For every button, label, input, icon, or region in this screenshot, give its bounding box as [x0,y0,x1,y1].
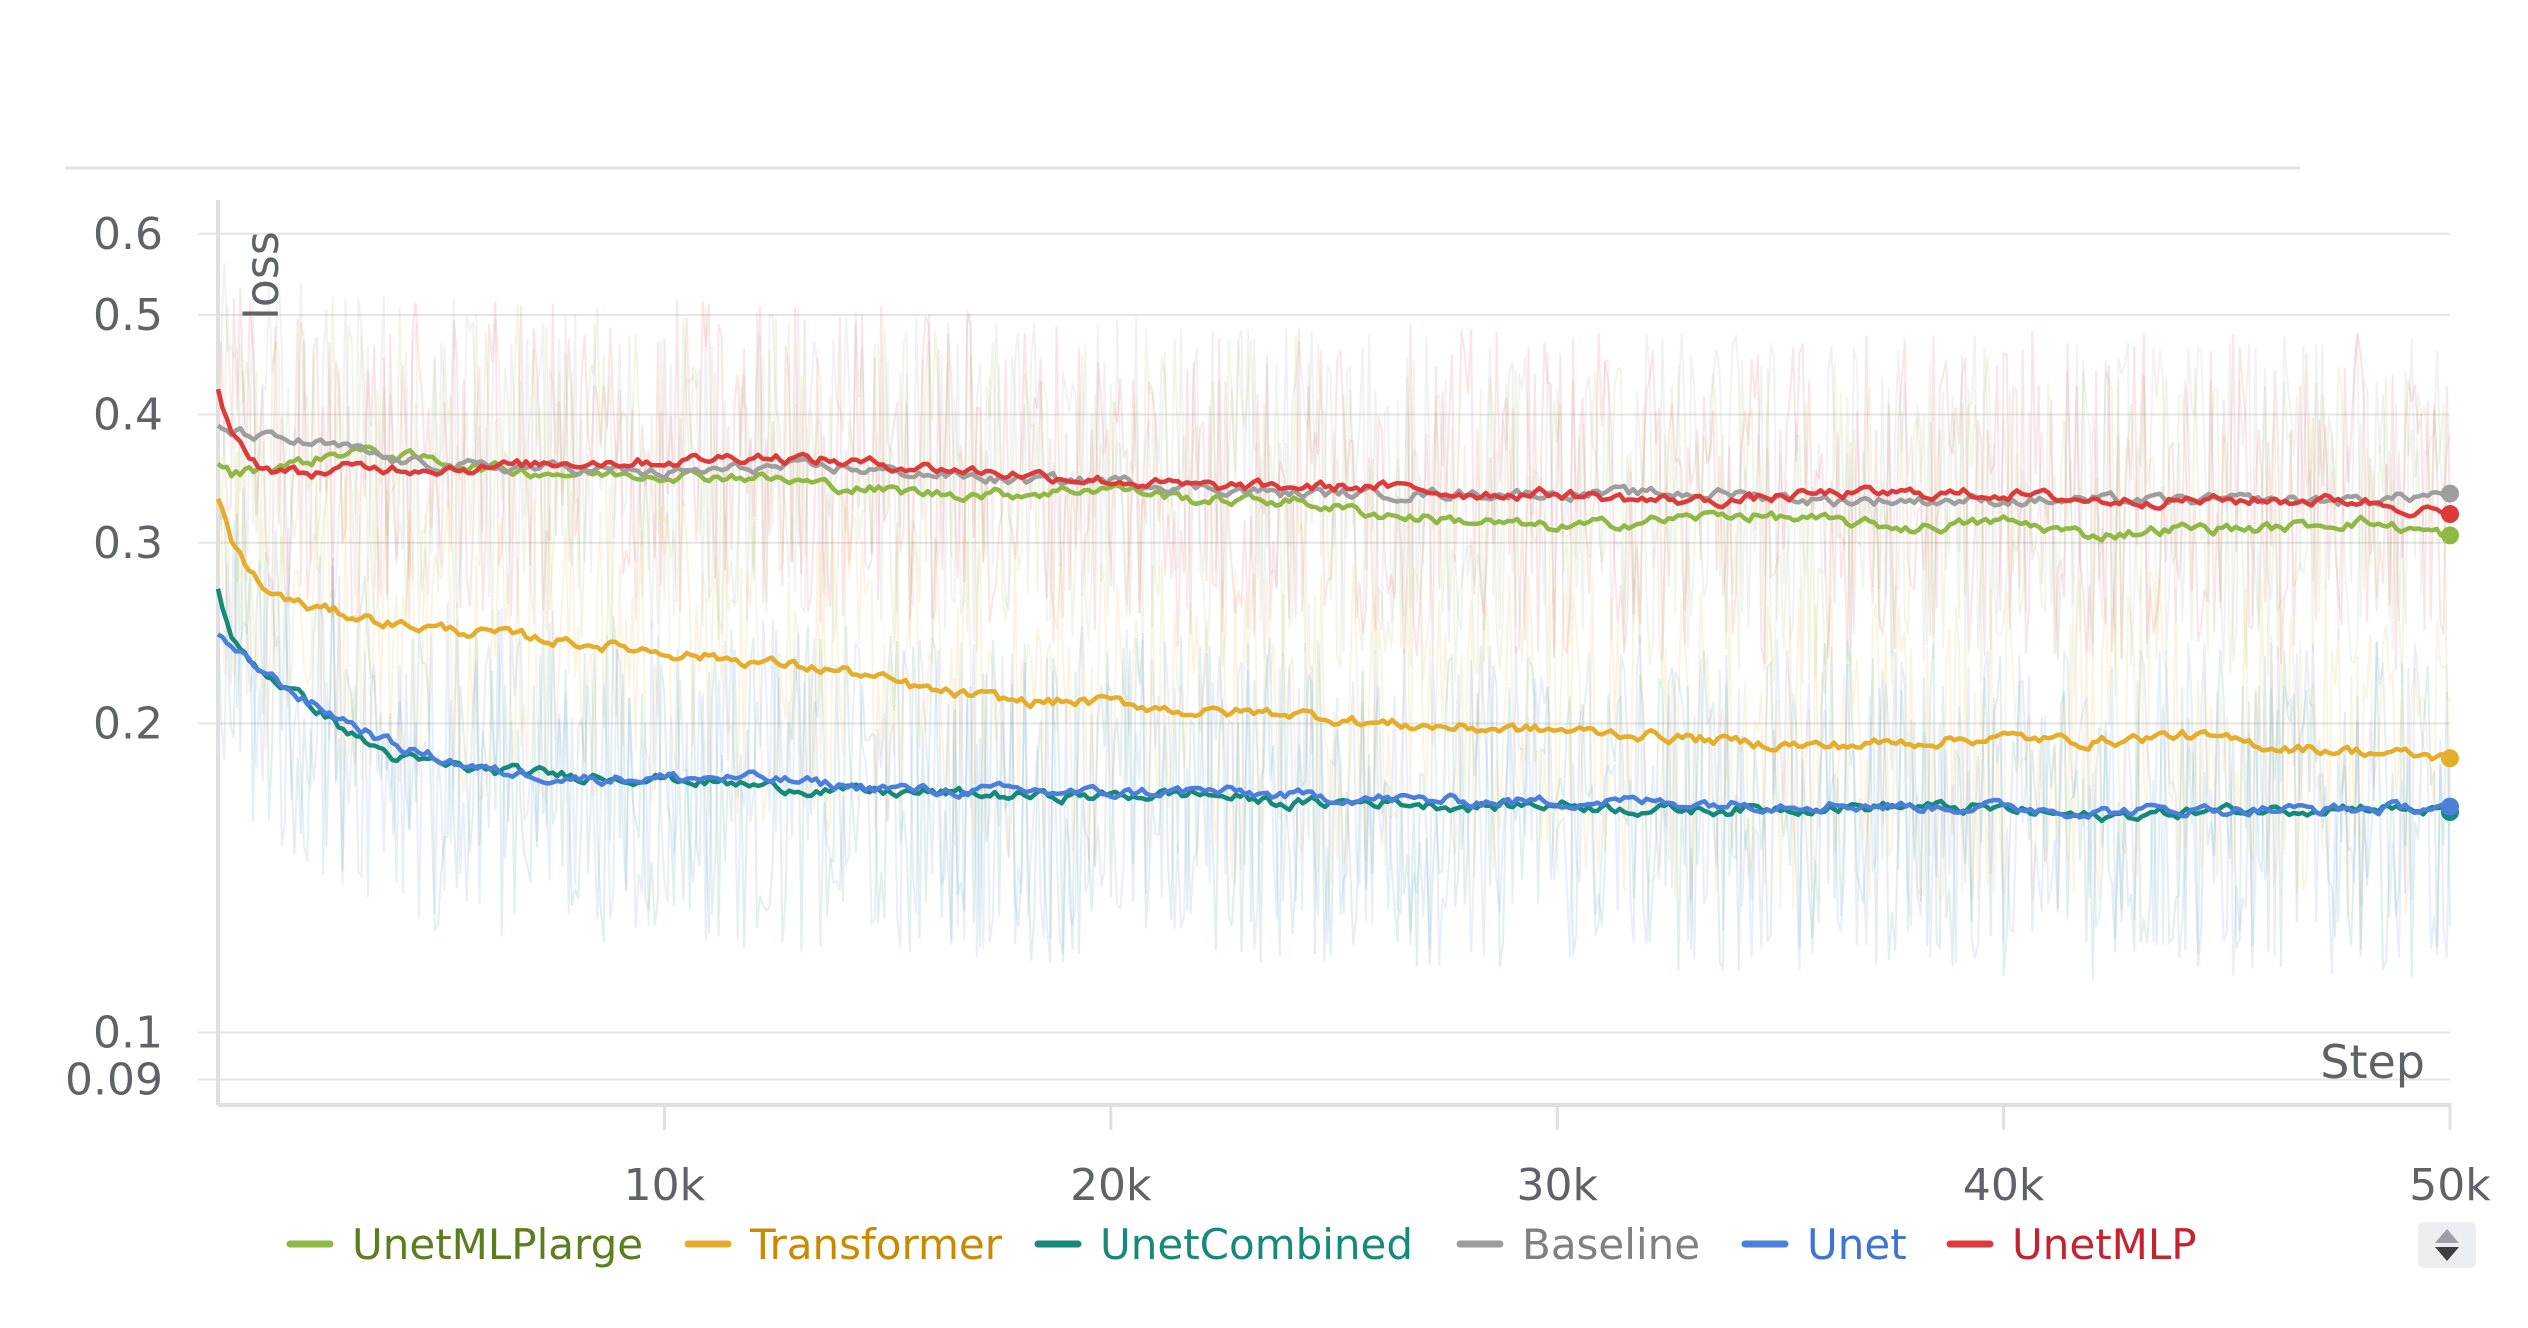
y-tick-label: 0.2 [93,699,163,750]
series-end-point [2441,749,2459,768]
legend-label[interactable]: UnetCombined [1100,1220,1413,1269]
tick-labels: 0.6 0.5 0.4 0.3 0.2 0.10.09 10k 20k 30k 40k 50k [65,209,2491,1211]
scroll-down-icon [2435,1247,2459,1261]
series-lines [215,388,2459,824]
series-end-point [2441,797,2459,816]
series-end-point [2441,505,2459,524]
axes [216,200,2452,1130]
grid-lines [198,232,2450,1081]
y-axis-title: loss [235,231,289,320]
x-tick-label: 30k [1516,1160,1598,1211]
series-line [216,444,2451,543]
scroll-up-icon [2435,1229,2459,1243]
noise-trace [217,444,2451,918]
legend-label[interactable]: Baseline [1522,1220,1700,1269]
y-tick-label: 0.4 [93,390,163,441]
series-line [216,632,2451,820]
x-tick-label: 50k [2409,1160,2491,1211]
y-tick-label: 0.5 [93,290,163,341]
noise-trace [217,296,2451,703]
raw-loss-noise [217,263,2451,981]
legend-label[interactable]: Transformer [749,1220,1003,1269]
legend-scroll-button[interactable] [2418,1222,2476,1268]
axis-titles: loss Step [235,231,2425,1089]
y-tick-label: 0.3 [93,518,163,569]
y-tick-label: 0.1 [93,1008,163,1059]
noise-trace [217,487,2451,981]
legend-label[interactable]: UnetMLP [2012,1220,2197,1269]
y-tick-label: 0.09 [65,1055,163,1106]
series-end-point [2441,484,2459,503]
x-axis-title: Step [2320,1035,2425,1089]
noise-trace [217,263,2451,667]
legend-label[interactable]: Unet [1807,1220,1907,1269]
x-tick-label: 10k [624,1160,706,1211]
series-line [215,497,2452,764]
x-tick-label: 20k [1070,1160,1152,1211]
series-end-point [2441,526,2459,545]
legend: UnetMLPlarge Transformer UnetCombined Basel… [286,1220,2197,1269]
y-tick-label: 0.6 [93,209,163,260]
series-line [215,388,2452,519]
x-tick-label: 40k [1963,1160,2045,1211]
legend-label[interactable]: UnetMLPlarge [352,1220,643,1269]
